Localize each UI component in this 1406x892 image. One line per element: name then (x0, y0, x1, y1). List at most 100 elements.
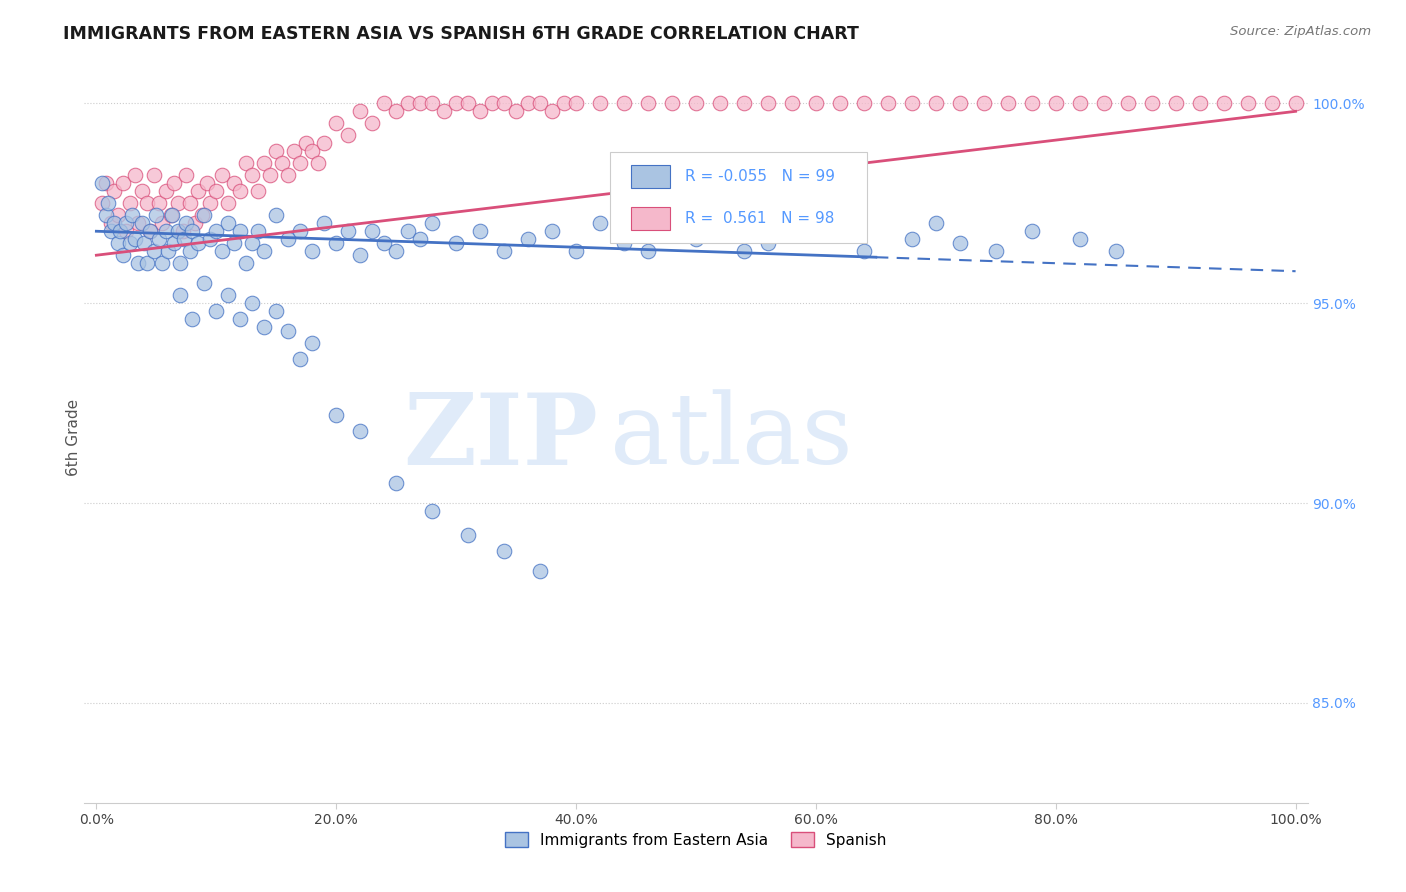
Point (505, 104, 527, 119)
Point (240, 169, 263, 183)
Text: IMMIGRANTS FROM EASTERN ASIA VS SPANISH 6TH GRADE CORRELATION CHART: IMMIGRANTS FROM EASTERN ASIA VS SPANISH … (63, 25, 859, 43)
Text: R = -0.055   N = 99: R = -0.055 N = 99 (685, 169, 835, 184)
Point (259, 169, 281, 183)
Point (565, 244, 588, 259)
Point (468, 224, 491, 238)
Point (155, 224, 177, 238)
Point (264, 304, 287, 318)
Point (984, 244, 1007, 259)
Point (115, 224, 138, 238)
Point (229, 184, 252, 198)
Point (925, 216, 948, 230)
Point (290, 224, 312, 238)
Point (852, 244, 875, 259)
Point (91, 176, 114, 190)
Point (107, 236, 129, 251)
Point (205, 184, 228, 198)
Point (111, 248, 134, 262)
Point (148, 196, 170, 211)
Point (541, 224, 564, 238)
Point (150, 216, 173, 230)
Point (301, 145, 323, 159)
Point (396, 224, 419, 238)
Point (709, 216, 731, 230)
Point (179, 196, 201, 211)
Point (277, 324, 299, 338)
Point (271, 156, 294, 170)
Point (1284, 96, 1306, 111)
Point (103, 184, 125, 198)
Point (135, 196, 157, 211)
Point (337, 128, 360, 143)
Point (589, 96, 612, 111)
Point (193, 276, 215, 290)
Point (127, 256, 149, 270)
Text: Source: ZipAtlas.com: Source: ZipAtlas.com (1230, 25, 1371, 38)
Point (111, 176, 134, 190)
Point (385, 104, 408, 119)
Point (181, 312, 204, 326)
Bar (631, 207, 671, 230)
Point (253, 156, 276, 170)
Point (733, 96, 755, 111)
FancyBboxPatch shape (610, 152, 868, 244)
Point (118, 236, 141, 251)
Point (396, 96, 419, 111)
Point (224, 236, 246, 251)
Point (307, 156, 329, 170)
Point (148, 232, 170, 246)
Point (167, 224, 190, 238)
Point (295, 136, 318, 151)
Point (290, 156, 312, 170)
Point (145, 208, 167, 222)
Point (247, 184, 270, 198)
Point (173, 232, 195, 246)
Point (94, 208, 117, 222)
Point (191, 208, 214, 222)
Point (193, 208, 215, 222)
Point (325, 408, 347, 422)
Point (385, 476, 408, 491)
Point (91, 196, 114, 211)
Point (142, 244, 165, 259)
Point (169, 288, 191, 302)
Point (107, 208, 129, 222)
Point (110, 224, 132, 238)
Point (1236, 96, 1258, 111)
Point (541, 104, 564, 119)
Y-axis label: 6th Grade: 6th Grade (66, 399, 80, 475)
Point (253, 320, 276, 334)
Point (124, 232, 146, 246)
Point (115, 216, 138, 230)
Point (420, 504, 443, 518)
Point (1116, 96, 1139, 111)
Point (756, 236, 779, 251)
Point (264, 208, 287, 222)
Point (433, 104, 456, 119)
Point (253, 244, 276, 259)
Point (155, 184, 177, 198)
Point (373, 236, 395, 251)
Point (1164, 96, 1187, 111)
Point (1188, 96, 1211, 111)
Point (409, 96, 432, 111)
Point (553, 96, 575, 111)
Point (217, 288, 239, 302)
Point (187, 236, 209, 251)
Point (235, 156, 257, 170)
Point (1140, 96, 1163, 111)
Point (240, 236, 263, 251)
Point (481, 96, 503, 111)
Point (195, 176, 218, 190)
Point (457, 96, 479, 111)
Point (709, 96, 731, 111)
Point (852, 96, 875, 111)
Point (174, 216, 197, 230)
Point (565, 96, 588, 111)
Point (240, 296, 263, 310)
Point (529, 96, 551, 111)
Point (172, 224, 194, 238)
Point (314, 136, 336, 151)
Point (613, 236, 636, 251)
Point (217, 196, 239, 211)
